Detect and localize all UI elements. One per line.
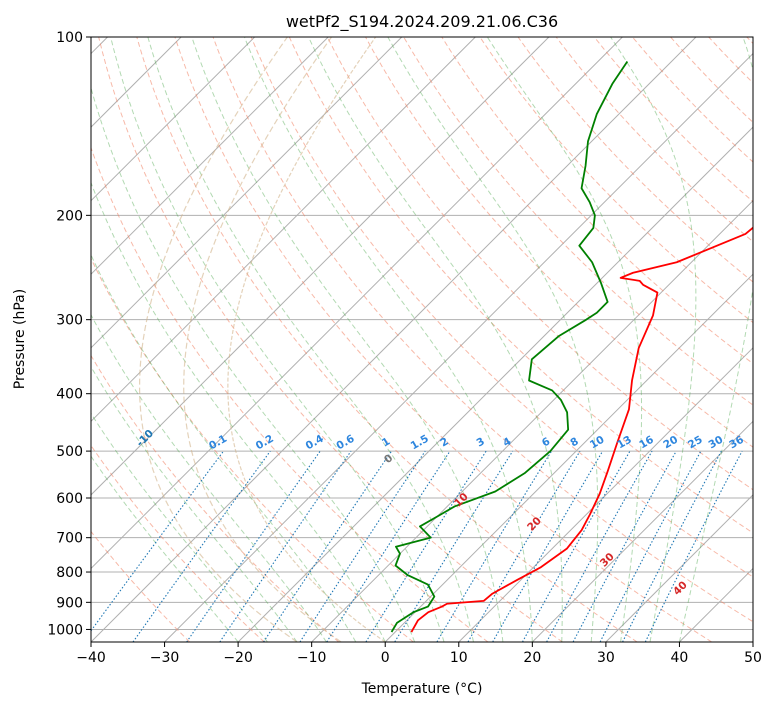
mixing-ratio-line — [644, 450, 743, 642]
x-tick-label: 40 — [671, 650, 689, 666]
y-tick-label: 700 — [56, 531, 83, 547]
y-tick-label: 300 — [56, 313, 83, 329]
moist-adiabat-line — [387, 37, 599, 642]
mixing-ratio-line — [572, 450, 677, 642]
background-curve — [138, 37, 298, 642]
mixing-ratio-line — [622, 450, 722, 642]
y-axis-label: Pressure (hPa) — [12, 289, 28, 389]
x-axis-label: Temperature (°C) — [361, 681, 483, 697]
mixing-ratio-lines — [91, 450, 743, 642]
y-tick-label: 500 — [56, 444, 83, 460]
dry-adiabat-line — [91, 354, 340, 642]
chart-title: wetPf2_S194.2024.209.21.06.C36 — [286, 12, 558, 32]
dry-adiabat-line — [98, 37, 563, 642]
isotherm-line — [531, 420, 753, 642]
dry-adiabat-line — [212, 37, 753, 623]
dry-adiabat-line — [632, 37, 753, 163]
y-tick-label: 900 — [56, 595, 83, 611]
dry-adiabat-line — [174, 37, 713, 642]
mixing-ratio-line — [492, 450, 604, 642]
x-tick-label: 30 — [597, 650, 615, 666]
y-axis-ticks: 100 200 300 400 500 600 700 800 900 1000 — [47, 30, 91, 638]
mixing-ratio-line — [394, 450, 514, 642]
dry-adiabat-line — [136, 37, 638, 642]
isotherm-line — [311, 199, 753, 642]
moist-adiabat-line — [91, 313, 327, 642]
dry-adiabat-line — [91, 257, 414, 642]
moist-adiabat-line — [308, 37, 563, 642]
dry-adiabats — [91, 37, 753, 642]
background-curve — [227, 37, 386, 642]
isotherm-line — [384, 273, 753, 642]
x-tick-label: 0 — [381, 650, 390, 666]
pressure-grid — [91, 37, 753, 630]
mixing-ratio-line — [546, 450, 653, 642]
y-tick-label: 400 — [56, 387, 83, 403]
x-tick-label: 20 — [523, 650, 541, 666]
y-tick-label: 1000 — [47, 622, 83, 638]
plot-frame — [90, 36, 754, 643]
mixing-ratio-line — [365, 450, 487, 642]
x-tick-label: −20 — [223, 650, 253, 666]
isotherm-line — [91, 37, 476, 423]
mixing-ratio-line — [299, 450, 426, 642]
dry-adiabat-line — [479, 37, 753, 324]
dry-adiabat-line — [403, 37, 753, 406]
x-tick-label: −10 — [297, 650, 327, 666]
dry-adiabat-line — [91, 146, 489, 642]
moist-adiabat-line — [486, 37, 643, 642]
x-tick-label: 10 — [450, 650, 468, 666]
mixing-ratio-line — [326, 450, 451, 642]
moist-adiabat-line — [91, 365, 298, 642]
mixing-ratio-line — [521, 450, 631, 642]
dry-adiabat-line — [517, 37, 753, 283]
isotherm-line — [605, 494, 753, 642]
moist-adiabat-line — [91, 412, 268, 642]
mixing-ratio-line — [186, 450, 321, 642]
profile-series — [390, 61, 753, 633]
dry-adiabat-line — [250, 37, 753, 578]
background-curve — [183, 37, 342, 642]
isotherm-line — [91, 37, 697, 642]
isotherm-line — [91, 37, 550, 496]
mixing-ratio-line — [132, 450, 271, 642]
x-tick-label: 50 — [744, 650, 762, 666]
isotherm-line — [164, 52, 753, 642]
dry-adiabat-line — [365, 37, 753, 448]
moist-adiabat-line — [147, 37, 474, 642]
isotherm-line — [237, 126, 753, 642]
dry-adiabat-line — [326, 37, 753, 491]
moist-adiabats — [91, 37, 753, 642]
dry-adiabat-line — [441, 37, 753, 365]
isotherm-line — [458, 347, 753, 642]
dry-adiabat-line — [593, 37, 753, 203]
moist-adiabat-line — [191, 37, 504, 642]
moist-adiabat-line — [91, 455, 239, 642]
y-tick-label: 100 — [56, 30, 83, 46]
y-tick-label: 600 — [56, 491, 83, 507]
y-tick-label: 200 — [56, 208, 83, 224]
isotherm-line — [91, 37, 623, 570]
mixing-ratio-line — [599, 450, 702, 642]
moist-adiabat-line — [91, 86, 416, 642]
dewpoint-profile-line — [390, 61, 629, 633]
moist-adiabat-line — [610, 37, 697, 642]
y-tick-label: 800 — [56, 565, 83, 581]
x-axis-ticks: −40 −30 −20 −10 0 10 20 30 40 50 — [76, 642, 762, 666]
isotherm-line — [91, 37, 256, 202]
x-tick-label: −40 — [76, 650, 106, 666]
plot-area: -100-90-80-70-60-50-40-30-20-100.10.20.4… — [91, 37, 753, 642]
x-tick-label: −30 — [150, 650, 180, 666]
isotherm-line — [91, 37, 329, 275]
moist-adiabat-line — [91, 181, 386, 642]
temperature-profile-line — [410, 226, 753, 633]
mixing-ratio-line — [219, 450, 352, 642]
moist-adiabat-line — [243, 37, 533, 642]
dry-adiabat-line — [288, 37, 753, 534]
mixing-ratio-line — [91, 450, 224, 632]
